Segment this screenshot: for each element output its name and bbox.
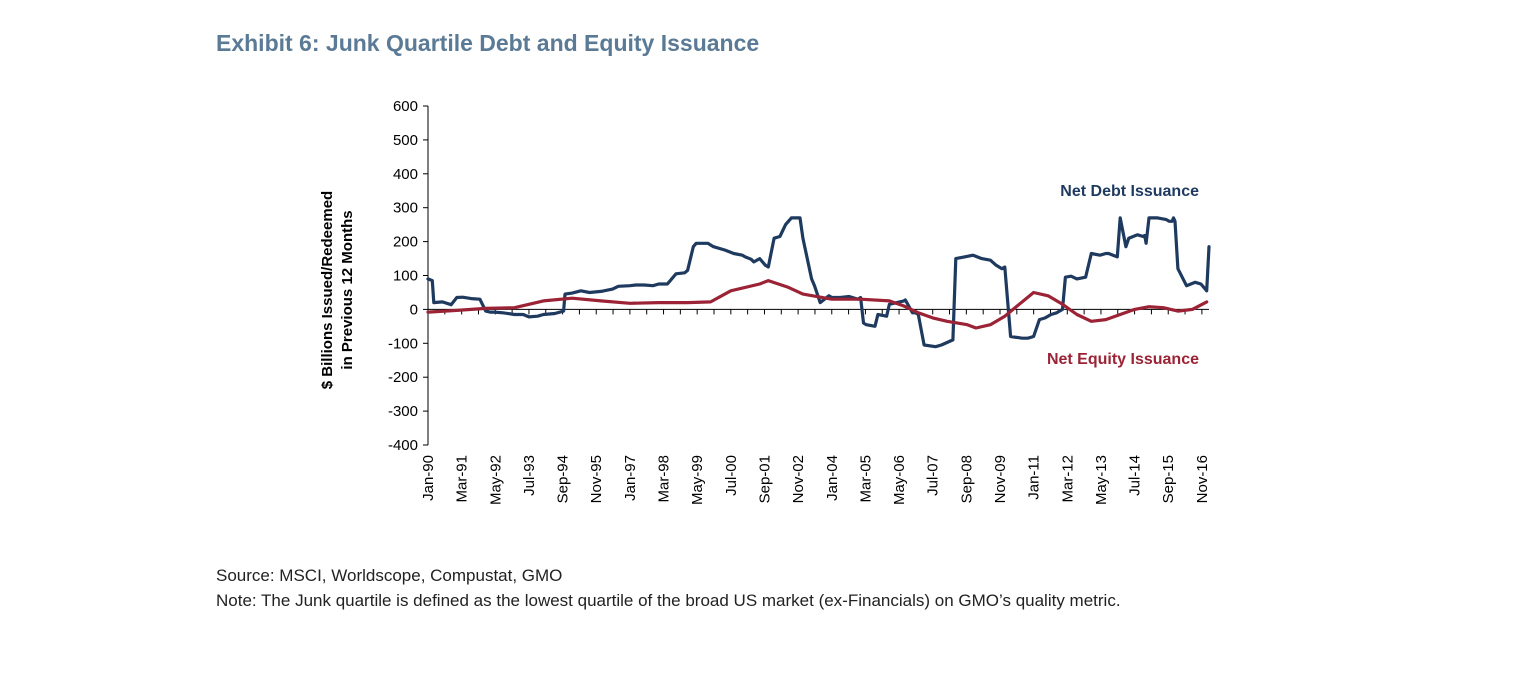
- x-tick-label: May-06: [891, 455, 908, 505]
- x-tick-label: Sep-08: [958, 455, 975, 503]
- series-label-net-debt: Net Debt Issuance: [1060, 183, 1199, 200]
- y-tick-label: 500: [393, 132, 418, 149]
- x-tick-label: Nov-16: [1194, 455, 1211, 503]
- series-line-net-equity: [426, 279, 1209, 330]
- series-lines: [426, 216, 1211, 349]
- x-tick-label: Jan-97: [622, 455, 639, 501]
- series-line-net-debt: [426, 216, 1211, 349]
- y-tick-label: 600: [393, 98, 418, 115]
- y-tick-label: 200: [393, 234, 418, 251]
- y-ticks: 600 500 400 300 200 100 0 -100 -200 -300 -400: [388, 98, 428, 454]
- y-tick-label: -100: [388, 335, 418, 352]
- y-tick-label: 400: [393, 166, 418, 183]
- x-tick-label: Mar-12: [1059, 455, 1076, 503]
- source-text: Source: MSCI, Worldscope, Compustat, GMO: [216, 566, 563, 585]
- x-ticks: Jan-90 Mar-91 May-92 Jul-93 Sep-94 Nov-95 Jan-…: [420, 309, 1211, 505]
- y-axis-title-line1: $ Billions Issued/Redeemed: [319, 191, 336, 389]
- x-tick-label: Mar-91: [454, 455, 471, 503]
- notes: Source: MSCI, Worldscope, Compustat, GMO…: [216, 563, 1316, 613]
- chart-area: $ Billions Issued/Redeemed in Previous 1…: [300, 90, 1240, 550]
- line-chart: $ Billions Issued/Redeemed in Previous 1…: [319, 98, 1211, 505]
- x-tick-label: Nov-09: [992, 455, 1009, 503]
- y-tick-label: 300: [393, 200, 418, 217]
- x-tick-label: Jul-93: [521, 455, 538, 496]
- x-tick-label: Mar-05: [857, 455, 874, 503]
- x-tick-label: Sep-94: [555, 455, 572, 503]
- x-tick-label: Nov-95: [588, 455, 605, 503]
- y-axis-title: $ Billions Issued/Redeemed in Previous 1…: [319, 191, 356, 389]
- x-tick-label: Jan-04: [824, 455, 841, 501]
- x-tick-label: Jul-00: [723, 455, 740, 496]
- y-tick-label: 0: [410, 301, 418, 318]
- x-tick-label: Sep-15: [1160, 455, 1177, 503]
- x-tick-label: Mar-98: [656, 455, 673, 503]
- y-tick-label: 100: [393, 268, 418, 285]
- x-tick-label: Jan-90: [420, 455, 437, 501]
- x-tick-label: Jan-11: [1026, 455, 1043, 500]
- note-text: Note: The Junk quartile is defined as th…: [216, 591, 1121, 610]
- y-tick-label: -200: [388, 369, 418, 386]
- y-tick-label: -400: [388, 437, 418, 454]
- series-label-net-equity: Net Equity Issuance: [1047, 351, 1199, 368]
- x-tick-label: Jul-07: [925, 455, 942, 496]
- chart-title: Exhibit 6: Junk Quartile Debt and Equity…: [216, 30, 760, 56]
- x-tick-label: Jul-14: [1127, 455, 1144, 496]
- axes: [427, 106, 1209, 445]
- y-tick-label: -300: [388, 403, 418, 420]
- x-tick-label: May-13: [1093, 455, 1110, 505]
- x-tick-label: Nov-02: [790, 455, 807, 503]
- x-tick-label: May-99: [689, 455, 706, 505]
- y-axis-title-line2: in Previous 12 Months: [339, 210, 356, 369]
- x-tick-label: Sep-01: [756, 455, 773, 503]
- x-tick-label: May-92: [487, 455, 504, 505]
